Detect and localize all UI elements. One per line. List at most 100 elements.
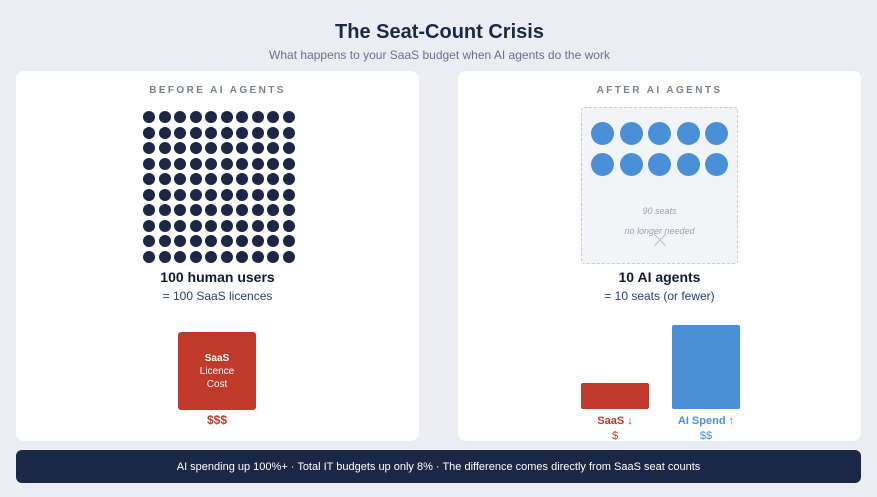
ai-agent-dot [676, 122, 700, 145]
human-user-dot [189, 157, 202, 170]
human-user-dot [189, 126, 202, 139]
human-user-dot [220, 204, 233, 216]
saas-spend-label: SaaS ↓ [597, 415, 633, 427]
before-panel: BEFORE AI AGENTS 100 human users = 100 S… [16, 71, 419, 441]
human-user-dot [158, 204, 171, 216]
human-user-dot [282, 219, 295, 232]
human-user-dot [236, 250, 248, 263]
human-user-dot [189, 173, 202, 185]
ai-spend-bar [672, 325, 740, 409]
human-user-dot [143, 111, 155, 123]
human-user-dot [267, 111, 279, 123]
human-user-dot [251, 157, 264, 170]
human-user-dot [251, 235, 264, 247]
human-user-dot [143, 188, 155, 201]
human-user-dot [220, 173, 233, 185]
ai-agent-dot [648, 122, 671, 145]
human-user-dot [251, 142, 264, 154]
human-user-dot [282, 173, 295, 185]
human-user-dot [267, 173, 279, 185]
page-title: The Seat-Count Crisis [335, 21, 544, 43]
human-user-dot [220, 157, 233, 170]
ai-agent-dot [591, 122, 614, 145]
human-user-dot [205, 188, 217, 201]
human-user-dot [282, 204, 295, 216]
human-user-dot [143, 157, 155, 170]
ai-agents-title: 10 AI agents [618, 269, 701, 285]
human-user-dot [205, 235, 217, 247]
human-user-dot [174, 173, 186, 185]
human-user-dot [267, 219, 279, 232]
human-user-dot [158, 250, 171, 263]
human-user-dot [267, 250, 279, 263]
agent-seats-box: 90 seats no longer needed [581, 107, 738, 264]
human-user-dot [220, 219, 233, 232]
human-user-dot [267, 157, 279, 170]
human-user-dot [143, 219, 155, 232]
saas-spend-amount: $ [611, 430, 619, 442]
ai-agent-dot [676, 152, 700, 176]
human-user-dot [282, 126, 295, 139]
human-user-dot [251, 173, 264, 185]
human-user-dot [174, 219, 186, 232]
human-user-dot [205, 157, 217, 170]
human-user-dot [236, 219, 248, 232]
page-subtitle: What happens to your SaaS budget when AI… [269, 48, 610, 62]
saas-licence-cost-box: SaaS Licence Cost [178, 332, 256, 410]
before-heading: BEFORE AI AGENTS [149, 85, 286, 96]
footer-text: AI spending up 100%+ · Total IT budgets … [176, 460, 701, 473]
human-user-dot [205, 126, 217, 139]
ai-agents-grid [591, 122, 728, 176]
human-user-dot [282, 142, 295, 154]
human-user-dot [205, 250, 217, 263]
human-user-dot [236, 173, 248, 185]
human-user-dot [267, 142, 279, 154]
cost-box-line2: Licence [199, 365, 235, 377]
human-user-dot [282, 111, 295, 123]
human-user-dot [236, 235, 248, 247]
human-user-dot [158, 111, 171, 123]
human-user-dot [220, 142, 233, 154]
human-user-dot [158, 157, 171, 170]
ai-agents-subtitle: = 10 seats (or fewer) [604, 289, 715, 303]
human-user-dot [189, 235, 202, 247]
human-user-dot [236, 142, 248, 154]
ai-spend-label: AI Spend ↑ [677, 415, 735, 427]
human-user-dot [267, 188, 279, 201]
ai-agent-dot [648, 152, 671, 176]
footer-banner: AI spending up 100%+ · Total IT budgets … [16, 450, 861, 483]
human-user-dot [174, 111, 186, 123]
after-heading: AFTER AI AGENTS [596, 85, 723, 96]
human-user-dot [189, 204, 202, 216]
ai-agent-dot [619, 122, 643, 145]
human-user-dot [236, 126, 248, 139]
human-user-dot [236, 204, 248, 216]
before-cost-label: $$$ [206, 413, 228, 427]
human-user-dot [236, 157, 248, 170]
human-user-dot [158, 188, 171, 201]
human-user-dot [143, 250, 155, 263]
human-user-dot [189, 111, 202, 123]
human-user-dot [220, 188, 233, 201]
human-user-dot [143, 126, 155, 139]
human-users-subtitle: = 100 SaaS licences [162, 289, 273, 303]
human-user-dot [158, 173, 171, 185]
cost-box-line3: Cost [206, 378, 228, 390]
ai-agent-dot [591, 152, 614, 176]
human-user-dot [251, 111, 264, 123]
close-icon [653, 233, 667, 247]
human-user-dot [174, 157, 186, 170]
human-user-dot [251, 204, 264, 216]
human-user-dot [189, 219, 202, 232]
human-user-dot [220, 111, 233, 123]
human-users-grid [143, 111, 295, 263]
human-users-title: 100 human users [160, 269, 275, 285]
human-user-dot [143, 173, 155, 185]
ai-agent-dot [705, 122, 728, 145]
human-user-dot [143, 142, 155, 154]
human-user-dot [251, 126, 264, 139]
human-user-dot [251, 250, 264, 263]
cost-box-line1: SaaS [204, 352, 230, 364]
human-user-dot [174, 235, 186, 247]
human-user-dot [236, 111, 248, 123]
